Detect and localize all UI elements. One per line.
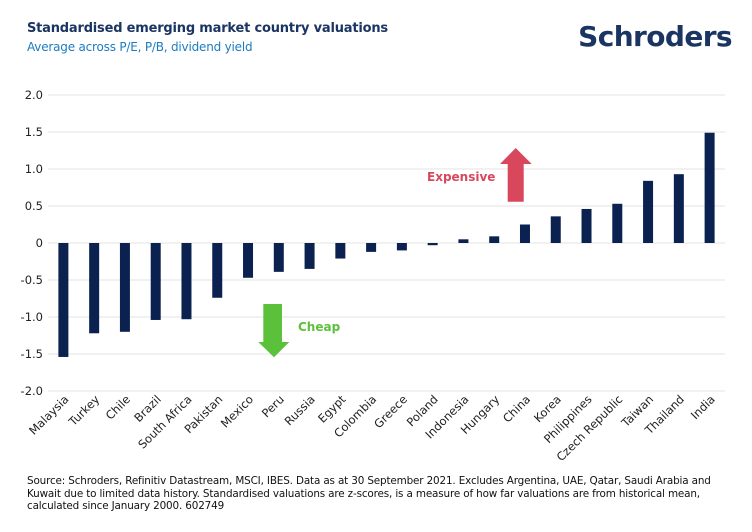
x-tick-label: Greece [371, 392, 410, 431]
bar-czech-republic [612, 203, 623, 243]
y-tick-label: 0 [36, 236, 43, 250]
expensive-label: Expensive [427, 170, 495, 184]
x-tick-label: India [688, 392, 718, 422]
x-tick-label: Turkey [65, 392, 102, 429]
annotations: Expensive Cheap [258, 148, 532, 358]
y-tick-label: -1.0 [21, 310, 43, 324]
bar-thailand [673, 174, 684, 243]
bar-india [704, 132, 715, 243]
bar-pakistan [212, 243, 223, 298]
y-tick-label: -1.5 [21, 347, 43, 361]
y-tick-label: 1.0 [25, 162, 43, 176]
bar-mexico [243, 243, 254, 278]
expensive-arrow-icon [500, 148, 532, 202]
bar-hungary [489, 236, 500, 243]
bar-malaysia [58, 243, 69, 357]
y-tick-label: 1.5 [25, 125, 43, 139]
bar-egypt [335, 243, 346, 259]
bar-russia [304, 243, 315, 269]
cheap-label: Cheap [298, 320, 341, 334]
y-tick-label: 2.0 [25, 88, 43, 102]
x-tick-label: Chile [103, 392, 133, 422]
cheap-arrow-icon [258, 304, 290, 358]
chart-subtitle: Average across P/E, P/B, dividend yield [27, 40, 253, 54]
chart-title: Standardised emerging market country val… [27, 21, 388, 36]
x-tick-label: Malaysia [26, 392, 71, 437]
bar-indonesia [458, 239, 469, 243]
bars [58, 132, 715, 357]
bar-colombia [366, 243, 377, 252]
x-tick-label: China [500, 392, 533, 425]
y-tick-label: -2.0 [21, 384, 43, 398]
bar-chile [119, 243, 130, 332]
y-axis-ticks: 2.0 1.5 1.0 0.5 0 -0.5 -1.0 -1.5 -2.0 [21, 88, 43, 398]
y-tick-label: -0.5 [21, 273, 43, 287]
gridlines [48, 94, 725, 392]
bar-brazil [150, 243, 161, 320]
x-tick-label: Mexico [218, 392, 256, 430]
bar-korea [550, 216, 561, 243]
y-tick-label: 0.5 [25, 199, 43, 213]
bar-poland [427, 243, 438, 246]
x-tick-label: Russia [282, 392, 318, 428]
bar-taiwan [643, 180, 654, 243]
source-footnote: Source: Schroders, Refinitiv Datastream,… [27, 475, 711, 512]
bar-peru [273, 243, 284, 272]
bar-china [519, 224, 530, 243]
bar-turkey [89, 243, 100, 334]
bar-greece [396, 243, 407, 251]
bar-south-africa [181, 243, 192, 320]
bar-philippines [581, 208, 592, 243]
schroders-logo: Schroders [578, 20, 732, 53]
